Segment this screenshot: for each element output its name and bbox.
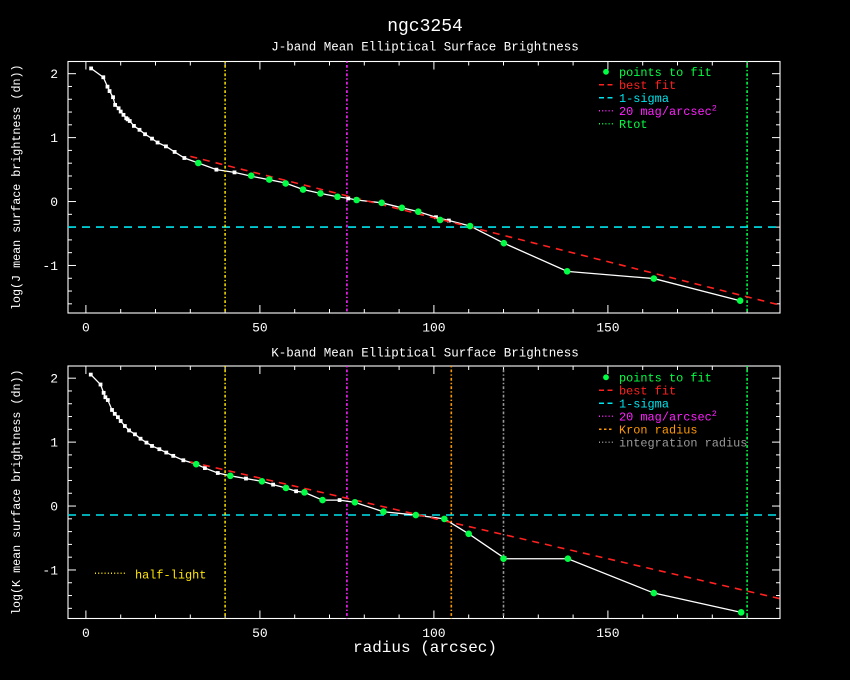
- svg-text:K-band Mean Elliptical Surface: K-band Mean Elliptical Surface Brightnes…: [271, 347, 579, 361]
- svg-text:radius (arcsec): radius (arcsec): [353, 639, 497, 657]
- svg-text:100: 100: [422, 320, 445, 335]
- svg-text:points to fit: points to fit: [619, 372, 712, 386]
- svg-text:-1: -1: [42, 563, 58, 578]
- svg-text:best fit: best fit: [619, 385, 676, 399]
- svg-text:integration radius: integration radius: [619, 437, 747, 451]
- svg-text:Kron radius: Kron radius: [619, 424, 698, 438]
- svg-text:Rtot: Rtot: [619, 118, 648, 132]
- svg-text:0: 0: [50, 499, 58, 514]
- svg-text:150: 150: [596, 320, 619, 335]
- svg-text:1: 1: [50, 435, 58, 450]
- svg-text:log(K mean surface brightness: log(K mean surface brightness (dn)): [10, 370, 24, 616]
- svg-text:1: 1: [50, 131, 58, 146]
- svg-text:best fit: best fit: [619, 79, 676, 93]
- svg-text:50: 50: [252, 320, 268, 335]
- svg-text:0: 0: [50, 195, 58, 210]
- svg-text:2: 2: [50, 371, 58, 386]
- svg-text:log(J mean surface brightness: log(J mean surface brightness (dn)): [10, 65, 24, 311]
- svg-text:J-band Mean Elliptical Surface: J-band Mean Elliptical Surface Brightnes…: [271, 41, 579, 55]
- svg-text:20 mag/arcsec2: 20 mag/arcsec2: [619, 104, 717, 120]
- svg-text:1-sigma: 1-sigma: [619, 398, 669, 412]
- svg-text:half-light: half-light: [135, 569, 206, 583]
- svg-text:0: 0: [82, 320, 90, 335]
- svg-text:150: 150: [596, 626, 619, 641]
- svg-text:0: 0: [82, 626, 90, 641]
- svg-text:2: 2: [50, 67, 58, 82]
- svg-text:points to fit: points to fit: [619, 66, 712, 80]
- svg-text:1-sigma: 1-sigma: [619, 92, 669, 106]
- svg-text:ngc3254: ngc3254: [387, 17, 463, 37]
- svg-text:20 mag/arcsec2: 20 mag/arcsec2: [619, 409, 717, 425]
- svg-text:50: 50: [252, 626, 268, 641]
- svg-text:-1: -1: [42, 259, 58, 274]
